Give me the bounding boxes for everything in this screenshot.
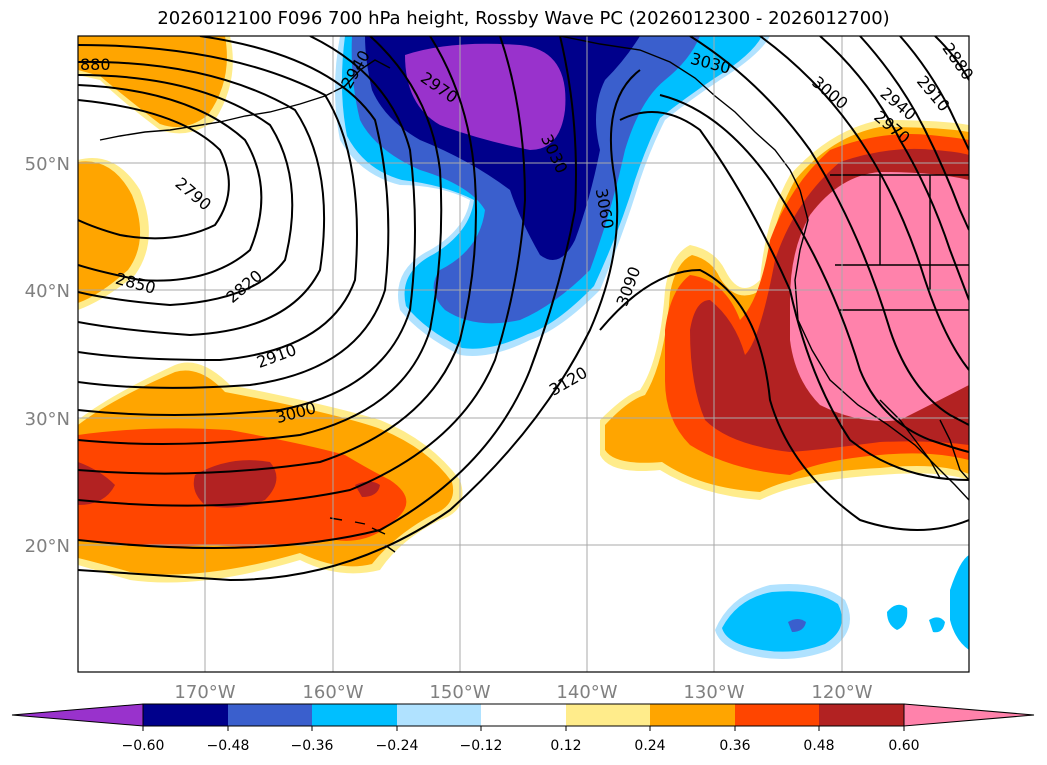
contour-2940: [78, 36, 390, 389]
north-america-west-coast: [794, 189, 969, 501]
state-lines: [835, 175, 969, 311]
contour-label-2850: 2850: [114, 269, 158, 298]
lon-tick-160w: 160°W: [302, 682, 363, 703]
lat-tick-30n: 30°N: [25, 409, 70, 430]
contour-3000: [78, 36, 443, 445]
contour-label-2790: 2790: [171, 174, 214, 215]
contour-2790: [78, 99, 230, 240]
contour-3120-east: [599, 268, 969, 531]
contour-label-2880-east: 2880: [938, 39, 977, 83]
contour-3000-east: [759, 36, 969, 371]
colorbar-extend-right: [903, 703, 1035, 727]
contour-2970: [78, 36, 416, 416]
lon-tick-170w: 170°W: [174, 682, 235, 703]
contour-label-3090: 3090: [613, 264, 645, 309]
colorbar-bin-5: [481, 704, 566, 726]
lon-tick-130w: 130°W: [683, 682, 744, 703]
contour-2880-east: [934, 36, 969, 81]
latitude-ticks: 20°N 30°N 40°N 50°N: [25, 154, 70, 557]
hawaii: [329, 517, 396, 553]
colorbar-tick-neg060: −0.60: [122, 738, 165, 754]
colorbar-tick-neg024: −0.24: [376, 738, 419, 754]
colorbar-tick-neg012: −0.12: [460, 738, 503, 754]
colorbar-bin-1: [143, 704, 228, 726]
colorbar-tick-036: 0.36: [719, 738, 750, 754]
plot-frame: [77, 35, 970, 673]
colorbar-bin-6: [566, 704, 650, 726]
colorbar-bin-9: [819, 704, 904, 726]
contour-label-880: 880: [80, 55, 111, 74]
colorbar-tick-024: 0.24: [634, 738, 665, 754]
lon-tick-140w: 140°W: [556, 682, 617, 703]
colorbar-bin-3: [312, 704, 397, 726]
contour-label-2820: 2820: [223, 266, 266, 307]
lat-tick-20n: 20°N: [25, 536, 70, 557]
colorbar-tick-neg048: −0.48: [207, 738, 250, 754]
lon-tick-150w: 150°W: [429, 682, 490, 703]
anomaly-orange-nw-core: [78, 36, 227, 127]
colorbar-frame: [142, 703, 905, 727]
height-contours: [78, 36, 969, 582]
contour-2910-east: [899, 36, 969, 151]
mexico-coast: [939, 419, 969, 481]
contour-2820: [78, 84, 263, 282]
map-title: 2026012100 F096 700 hPa height, Rossby W…: [157, 8, 890, 29]
lon-tick-120w: 120°W: [811, 682, 872, 703]
alaska-coast: [559, 36, 801, 191]
colorbar-bin-2: [228, 704, 312, 726]
colorbar-tick-012: 0.12: [550, 738, 581, 754]
colorbar-tick-060: 0.60: [888, 738, 919, 754]
anomaly-sky-se-d: [950, 555, 969, 650]
contour-2970-east: [819, 36, 969, 301]
contour-2850: [78, 74, 294, 307]
gridlines: [78, 36, 969, 672]
anomaly-sky-se-c: [929, 617, 945, 633]
contour-3060-east: [659, 94, 969, 453]
contour-3090-east: [619, 111, 969, 481]
anomaly-firebrick-south-a: [78, 462, 115, 505]
contour-label-2910: 2910: [254, 340, 299, 372]
contour-3060: [78, 36, 527, 507]
anomaly-purple-trough: [405, 43, 566, 150]
contour-3030: [78, 36, 477, 475]
longitude-ticks: 170°W 160°W 150°W 140°W 130°W 120°W: [174, 682, 872, 703]
colorbar: −0.60 −0.48 −0.36 −0.24 −0.12 0.12 0.24 …: [11, 703, 1035, 754]
contour-2880: [78, 60, 326, 337]
contour-label-3000-east: 3000: [808, 72, 851, 113]
colorbar-bin-4: [397, 704, 481, 726]
anomaly-royal-se: [788, 619, 806, 632]
shaded-anomaly-field: [78, 36, 969, 659]
contour-2940-east: [859, 36, 969, 231]
anomaly-sky-se: [722, 591, 842, 652]
colorbar-extend-left: [11, 703, 144, 727]
contour-3120: [78, 69, 641, 582]
colorbar-tick-neg036: −0.36: [291, 738, 334, 754]
colorbar-bin-8: [735, 704, 819, 726]
lat-tick-50n: 50°N: [25, 154, 70, 175]
baja-california: [879, 399, 941, 479]
anomaly-sky-se-b: [887, 604, 908, 630]
contour-3090: [78, 36, 577, 549]
contour-2910: [78, 44, 358, 362]
contour-3030-east: [689, 36, 969, 426]
coastlines: [99, 36, 969, 553]
aleutian-islands: [99, 59, 391, 141]
lat-tick-40n: 40°N: [25, 281, 70, 302]
colorbar-tick-048: 0.48: [803, 738, 834, 754]
colorbar-bin-7: [650, 704, 735, 726]
